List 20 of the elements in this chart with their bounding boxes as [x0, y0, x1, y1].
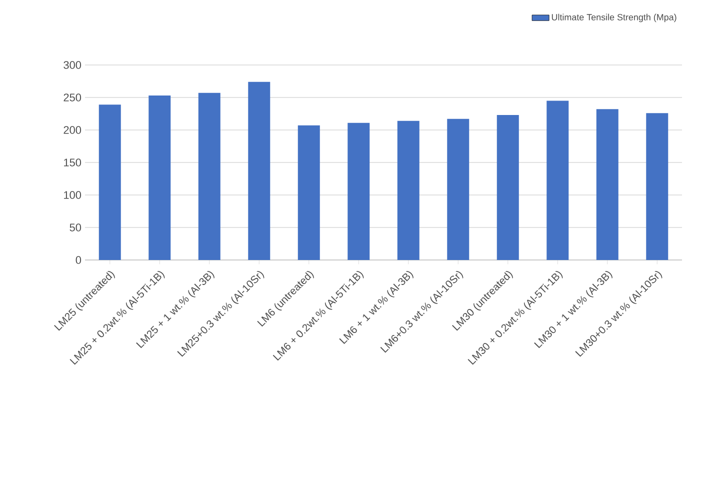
bar: [397, 120, 420, 260]
y-tick-label: 150: [64, 158, 82, 166]
bar: [596, 109, 618, 260]
bar: [447, 118, 470, 260]
bar: [198, 92, 220, 260]
y-tick-label: 50: [70, 224, 82, 232]
y-tick-label: 200: [64, 126, 82, 134]
y-tick-label: 250: [64, 94, 82, 102]
legend-label: Ultimate Tensile Strength (Mpa): [552, 14, 676, 22]
y-tick-label: 100: [64, 191, 82, 199]
bar: [298, 125, 320, 260]
bar: [348, 122, 370, 260]
bar: [148, 96, 171, 260]
bar: [546, 100, 569, 260]
y-tick-label: 300: [64, 61, 82, 69]
bar: [98, 104, 121, 260]
bar: [248, 82, 270, 260]
y-tick-label: 0: [76, 256, 82, 264]
bar: [496, 115, 519, 260]
bar: [646, 113, 668, 260]
